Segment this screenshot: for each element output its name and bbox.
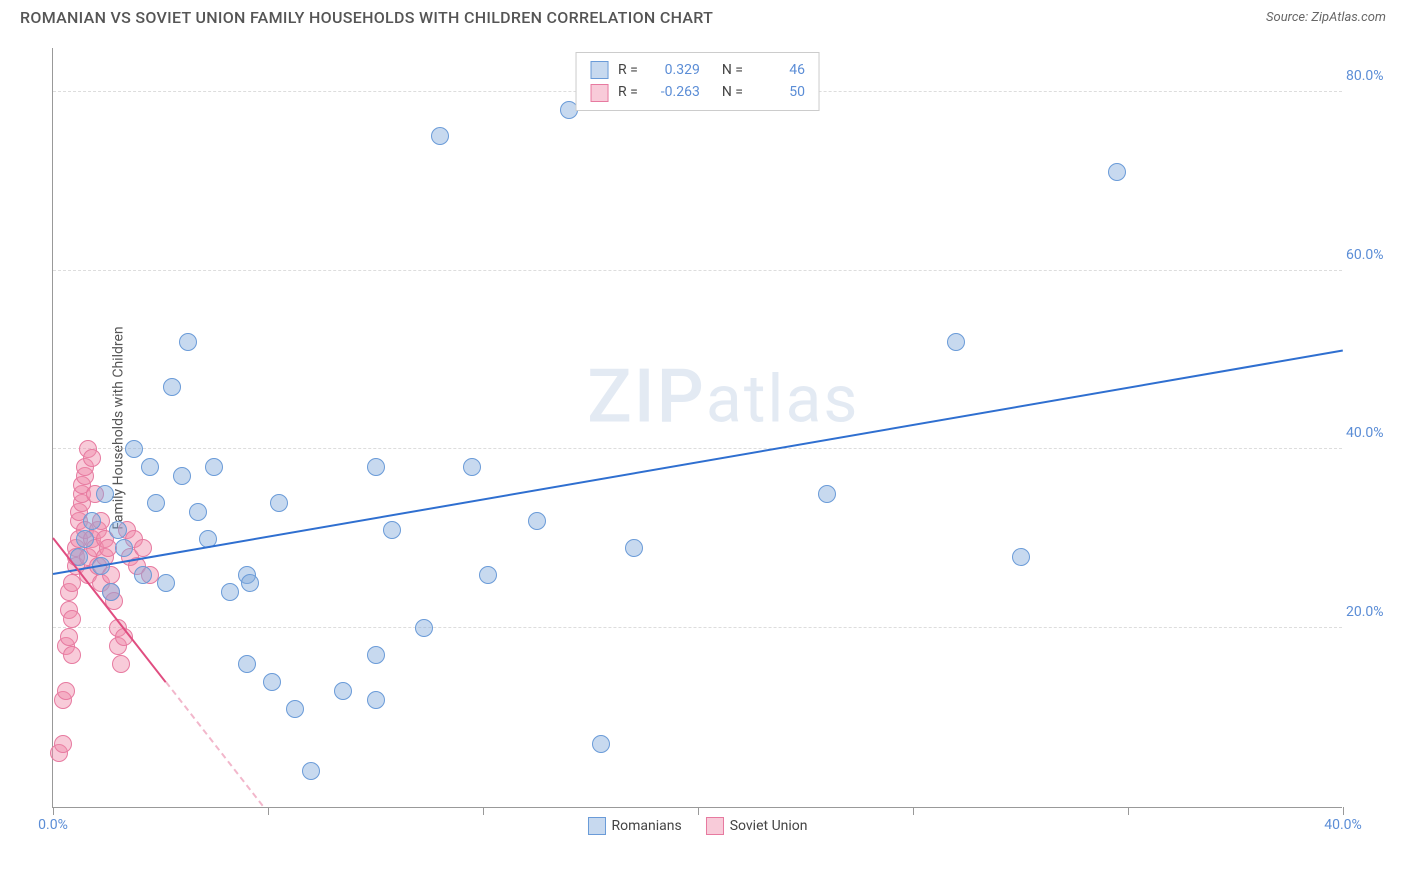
romanian-point xyxy=(625,539,643,557)
romanian-point xyxy=(334,682,352,700)
romanian-point xyxy=(286,700,304,718)
x-tick xyxy=(698,807,699,815)
gridline xyxy=(53,448,1342,449)
romanian-point xyxy=(147,494,165,512)
soviet-trend xyxy=(165,682,263,807)
romanian-point xyxy=(415,619,433,637)
soviet-point xyxy=(83,449,101,467)
chart-title: ROMANIAN VS SOVIET UNION FAMILY HOUSEHOL… xyxy=(20,8,713,27)
soviet-point xyxy=(112,655,130,673)
romanian-point xyxy=(134,566,152,584)
romanian-point xyxy=(109,521,127,539)
plot-area: Family Households with Children ZIPatlas… xyxy=(52,48,1342,808)
romanian-point xyxy=(818,485,836,503)
romanian-point xyxy=(173,467,191,485)
soviet-point xyxy=(60,628,78,646)
romanian-point xyxy=(96,485,114,503)
romanian-point xyxy=(115,539,133,557)
romanian-point xyxy=(163,378,181,396)
legend-swatch xyxy=(587,817,605,835)
romanian-point xyxy=(263,673,281,691)
romanian-point xyxy=(83,512,101,530)
x-tick-label: 40.0% xyxy=(1324,817,1362,833)
romanian-point xyxy=(238,655,256,673)
romanian-point xyxy=(270,494,288,512)
chart-container: Family Households with Children ZIPatlas… xyxy=(52,48,1388,838)
romanian-point xyxy=(102,583,120,601)
watermark: ZIPatlas xyxy=(587,354,859,441)
x-tick xyxy=(268,807,269,815)
y-tick-label: 60.0% xyxy=(1346,247,1392,263)
romanian-point xyxy=(1108,163,1126,181)
romanian-point xyxy=(125,440,143,458)
soviet-point xyxy=(54,735,72,753)
romanian-point xyxy=(205,458,223,476)
legend-row: R =-0.263N =50 xyxy=(590,81,805,103)
x-tick-label: 0.0% xyxy=(38,817,68,833)
legend-swatch xyxy=(706,817,724,835)
legend-swatch xyxy=(590,84,608,102)
x-tick xyxy=(53,807,54,815)
legend-row: R =0.329N =46 xyxy=(590,59,805,81)
series-legend: Romanians Soviet Union xyxy=(587,817,807,835)
romanian-point xyxy=(367,458,385,476)
correlation-legend: R =0.329N =46R =-0.263N =50 xyxy=(575,52,820,111)
x-tick xyxy=(483,807,484,815)
legend-item: Soviet Union xyxy=(706,817,808,835)
x-tick xyxy=(1343,807,1344,815)
romanian-point xyxy=(221,583,239,601)
x-tick xyxy=(1128,807,1129,815)
romanian-point xyxy=(141,458,159,476)
romanian-point xyxy=(1012,548,1030,566)
romanian-point xyxy=(383,521,401,539)
romanian-point xyxy=(179,333,197,351)
romanian-point xyxy=(241,574,259,592)
source-label: Source: ZipAtlas.com xyxy=(1266,10,1386,25)
y-axis-label: Family Households with Children xyxy=(111,326,127,529)
soviet-point xyxy=(63,574,81,592)
romanian-point xyxy=(189,503,207,521)
gridline xyxy=(53,627,1342,628)
romanian-point xyxy=(592,735,610,753)
legend-label: Soviet Union xyxy=(730,818,808,834)
romanian-point xyxy=(431,127,449,145)
y-tick-label: 20.0% xyxy=(1346,604,1392,620)
romanian-point xyxy=(528,512,546,530)
romanian-point xyxy=(157,574,175,592)
legend-label: Romanians xyxy=(611,818,681,834)
legend-item: Romanians xyxy=(587,817,681,835)
soviet-point xyxy=(63,610,81,628)
soviet-point xyxy=(134,539,152,557)
romanian-point xyxy=(367,691,385,709)
romanian-point xyxy=(367,646,385,664)
romanian-point xyxy=(463,458,481,476)
romanian-point xyxy=(947,333,965,351)
romanian-point xyxy=(479,566,497,584)
y-tick-label: 40.0% xyxy=(1346,425,1392,441)
x-tick xyxy=(913,807,914,815)
gridline xyxy=(53,270,1342,271)
soviet-point xyxy=(57,682,75,700)
soviet-point xyxy=(63,646,81,664)
legend-swatch xyxy=(590,61,608,79)
y-tick-label: 80.0% xyxy=(1346,68,1392,84)
romanian-trend xyxy=(53,349,1343,574)
romanian-point xyxy=(302,762,320,780)
romanian-point xyxy=(76,530,94,548)
